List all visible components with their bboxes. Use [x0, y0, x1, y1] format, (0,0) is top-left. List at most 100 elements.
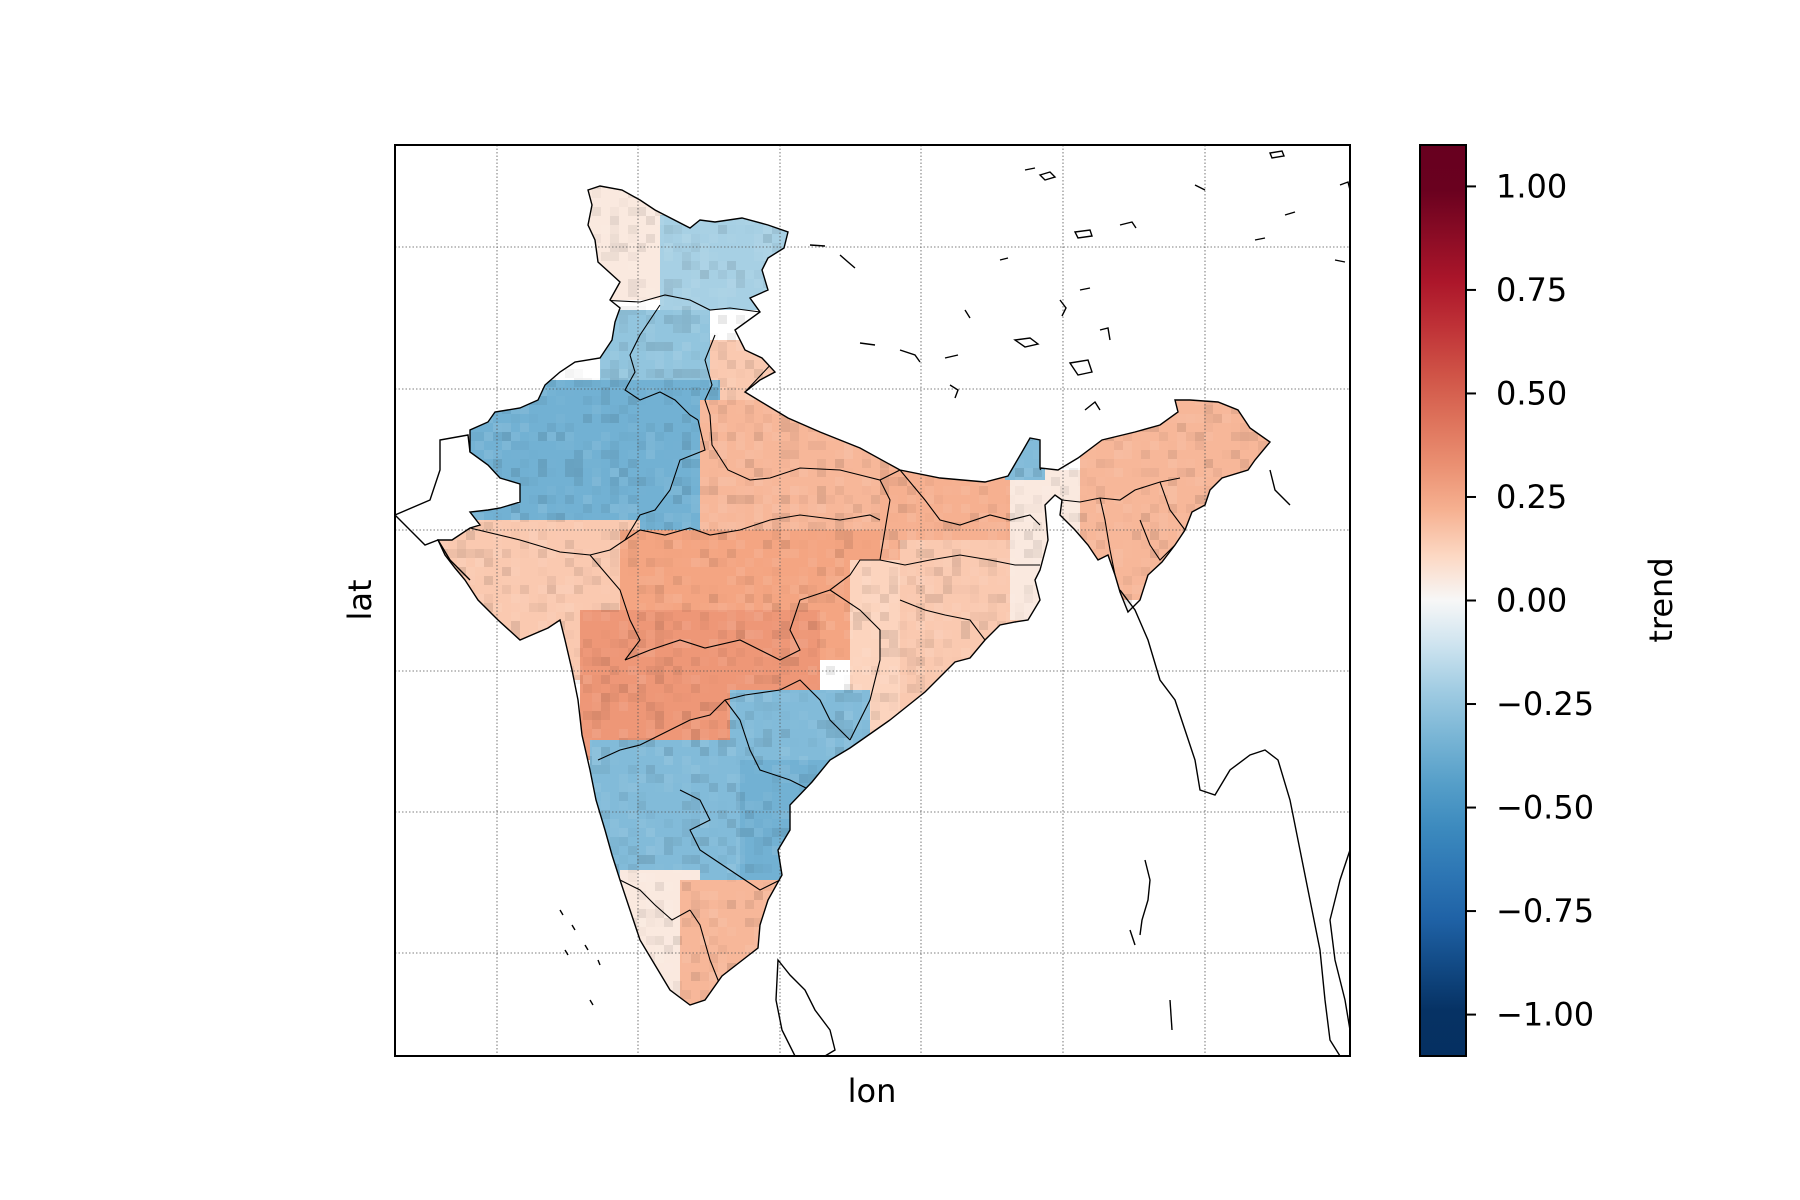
field-cell [844, 684, 853, 693]
field-cell [826, 720, 835, 729]
field-cell [520, 459, 529, 468]
field-cell [754, 756, 763, 765]
field-cell [862, 459, 871, 468]
field-cell [835, 549, 844, 558]
field-cell [799, 468, 808, 477]
field-cell [583, 702, 592, 711]
field-cell [754, 846, 763, 855]
field-cell [673, 477, 682, 486]
field-cell [763, 432, 772, 441]
field-cell [799, 756, 808, 765]
field-cell [574, 675, 583, 684]
field-cell [862, 585, 871, 594]
field-cell [664, 819, 673, 828]
field-cell [934, 558, 943, 567]
field-cell [655, 864, 664, 873]
field-cell [799, 513, 808, 522]
field-cell [1150, 441, 1159, 450]
field-cell [934, 630, 943, 639]
field-cell [655, 747, 664, 756]
field-cell [808, 540, 817, 549]
field-cell [619, 441, 628, 450]
field-cell [862, 576, 871, 585]
field-cell [1114, 558, 1123, 567]
field-cell [574, 477, 583, 486]
field-cell [790, 540, 799, 549]
field-cell [700, 810, 709, 819]
field-cell [745, 612, 754, 621]
field-cell [790, 432, 799, 441]
field-cell [736, 774, 745, 783]
field-cell [655, 918, 664, 927]
field-cell [673, 558, 682, 567]
field-cell [709, 387, 718, 396]
field-cell [925, 477, 934, 486]
field-cell [664, 963, 673, 972]
field-cell [844, 738, 853, 747]
field-cell [889, 675, 898, 684]
field-cell [682, 576, 691, 585]
field-cell [754, 279, 763, 288]
field-cell [646, 855, 655, 864]
field-cell [727, 576, 736, 585]
field-cell [484, 522, 493, 531]
field-cell [565, 369, 574, 378]
field-cell [835, 684, 844, 693]
field-cell [772, 567, 781, 576]
field-cell [610, 450, 619, 459]
field-cell [619, 252, 628, 261]
field-cell [664, 837, 673, 846]
field-cell [1195, 495, 1204, 504]
field-cell [592, 594, 601, 603]
field-cell [691, 990, 700, 999]
field-cell [655, 954, 664, 963]
field-cell [691, 972, 700, 981]
field-cell [1195, 441, 1204, 450]
field-cell [574, 576, 583, 585]
field-cell [574, 450, 583, 459]
field-cell [1006, 612, 1015, 621]
field-cell [619, 324, 628, 333]
field-cell [844, 495, 853, 504]
field-cell [619, 729, 628, 738]
field-cell [763, 234, 772, 243]
field-cell [700, 333, 709, 342]
field-cell [628, 630, 637, 639]
field-cell [493, 531, 502, 540]
field-cell [736, 792, 745, 801]
field-cell [592, 477, 601, 486]
field-cell [592, 684, 601, 693]
field-cell [664, 630, 673, 639]
field-cell [574, 468, 583, 477]
field-cell [718, 558, 727, 567]
field-cell [898, 630, 907, 639]
field-cell [970, 585, 979, 594]
field-cell [889, 567, 898, 576]
field-cell [907, 513, 916, 522]
field-cell [988, 531, 997, 540]
field-cell [1213, 414, 1222, 423]
field-cell [727, 549, 736, 558]
field-cell [655, 819, 664, 828]
field-cell [817, 567, 826, 576]
field-cell [619, 342, 628, 351]
field-cell [844, 666, 853, 675]
field-cell [673, 774, 682, 783]
field-cell [943, 567, 952, 576]
field-cell [736, 405, 745, 414]
field-cell [619, 792, 628, 801]
field-cell [970, 603, 979, 612]
field-cell [889, 585, 898, 594]
field-cell [682, 315, 691, 324]
field-cell [1141, 450, 1150, 459]
field-cell [664, 477, 673, 486]
field-cell [736, 369, 745, 378]
field-cell [700, 369, 709, 378]
field-cell [583, 360, 592, 369]
field-cell [1033, 567, 1042, 576]
field-cell [700, 522, 709, 531]
field-cell [736, 630, 745, 639]
field-cell [646, 342, 655, 351]
field-cell [682, 414, 691, 423]
field-cell [619, 243, 628, 252]
